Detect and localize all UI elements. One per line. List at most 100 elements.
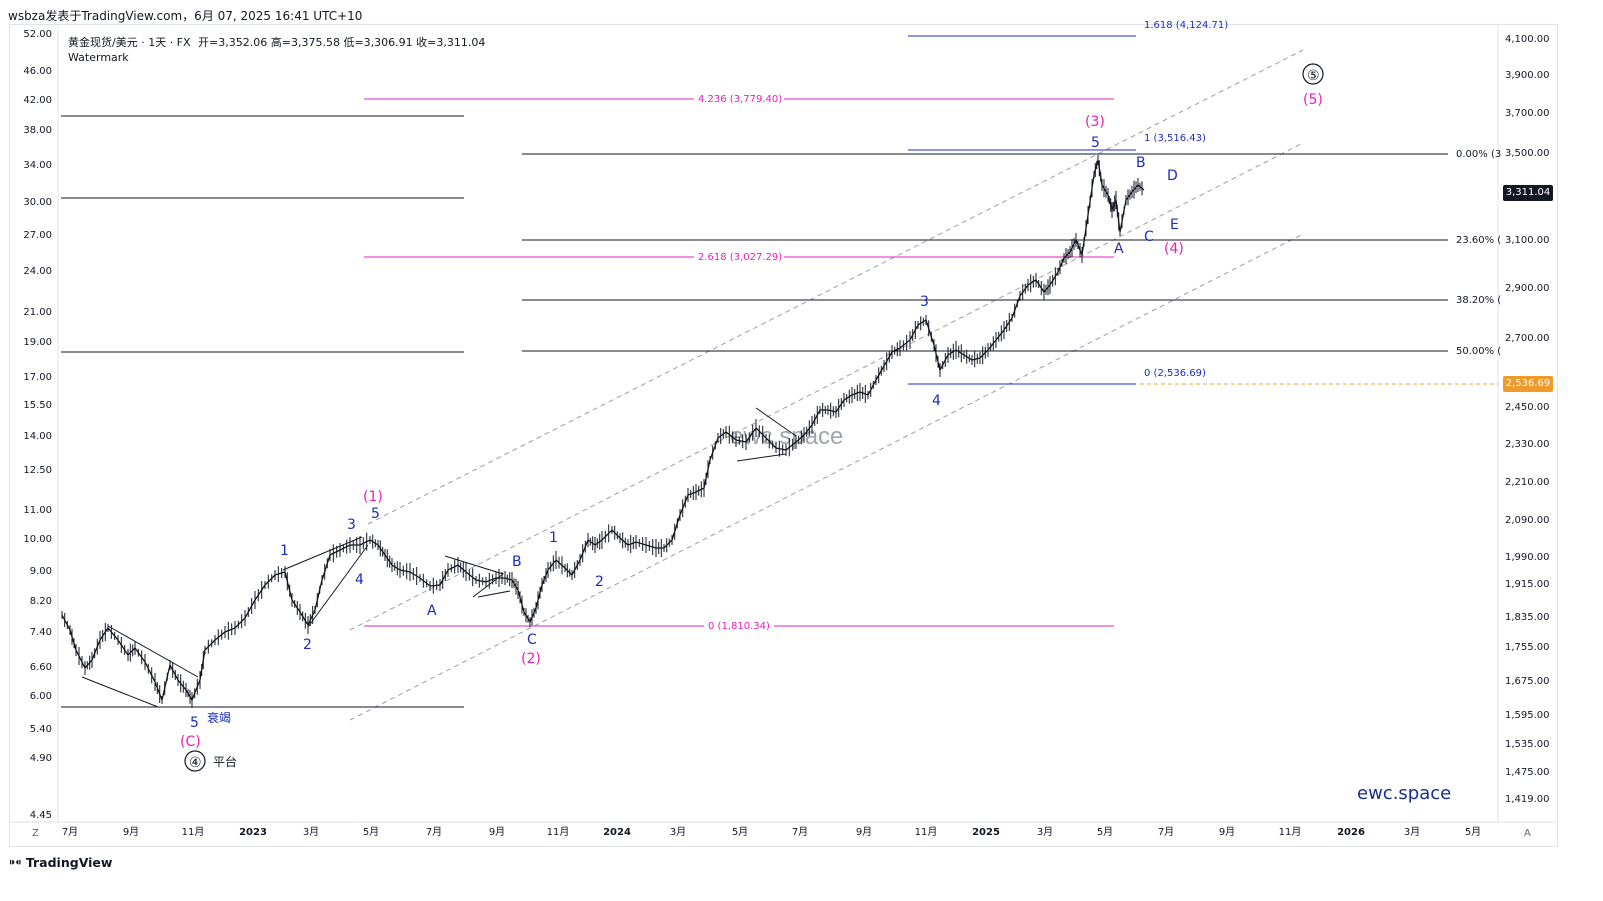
right-axis-tick-label: 2,210.00 — [1505, 477, 1550, 488]
wave-blue-shuaijie: 衰竭 — [207, 710, 231, 725]
time-axis: 7月 9月 11月 2023 3月 5月 7月 9月 11月 2024 3月 5月 7月 9月 11月 202… — [62, 826, 1481, 838]
wave-labels: ④ 平台 ⑤ (C) (1) (2) (3) (4) (5) 5 衰竭 1 2 … — [180, 64, 1323, 771]
wave-blue-5-b: 5 — [371, 506, 380, 522]
time-axis-tick-label: 3月 — [670, 826, 686, 838]
right-axis-tick-label: 2,700.00 — [1505, 333, 1550, 344]
left-axis-tick-label: 6.00 — [30, 691, 52, 702]
wave-blue-E: E — [1170, 217, 1179, 233]
time-axis-tick-label: 7月 — [426, 826, 442, 838]
footer-brand: TradingView — [26, 855, 113, 870]
left-axis-tick-label: 42.00 — [23, 95, 52, 106]
left-axis-tick-label: 27.00 — [23, 230, 52, 241]
right-axis-tick-label: 3,900.00 — [1505, 70, 1550, 81]
left-axis-tick-label: 12.50 — [23, 465, 52, 476]
time-axis-tick-label: 2023 — [239, 827, 267, 838]
time-axis-tick-label: 2024 — [603, 827, 631, 838]
fib-label-236: 23.60% ( — [1456, 235, 1501, 246]
right-axis-tick-label: 1,835.00 — [1505, 612, 1550, 623]
wave-blue-3-a: 3 — [347, 517, 356, 533]
right-axis-tick-label: 1,535.00 — [1505, 739, 1550, 750]
legend-watermark: Watermark — [68, 51, 129, 64]
left-axis-tick-label: 52.00 — [23, 29, 52, 40]
right-axis-tick-label: 1,419.00 — [1505, 794, 1550, 805]
right-price-axis: 4,100.00 3,900.00 3,700.00 3,500.00 3,100.00… — [1505, 34, 1550, 805]
tv-logo-icon: ⁍⁌ — [9, 855, 26, 870]
time-axis-tick-label: 3月 — [1037, 826, 1053, 838]
time-axis-tick-label: 2026 — [1337, 827, 1365, 838]
wave-blue-A-a: A — [427, 603, 437, 619]
fib-label-0-blue: 0 (2,536.69) — [1144, 368, 1206, 379]
wave-blue-4-a: 4 — [355, 572, 364, 588]
right-axis-tick-label: 2,450.00 — [1505, 402, 1550, 413]
trend-channel — [350, 50, 1303, 720]
left-axis-tick-label: 30.00 — [23, 197, 52, 208]
right-axis-tick-label: 2,330.00 — [1505, 439, 1550, 450]
wave-blue-C-a: C — [527, 632, 537, 648]
wave-blue-2-a: 2 — [303, 637, 312, 653]
left-axis-tick-label: 46.00 — [23, 66, 52, 77]
left-axis-tick-label: 38.00 — [23, 125, 52, 136]
brand-text: ewc.space — [1357, 783, 1451, 804]
time-axis-tick-label: 9月 — [856, 826, 872, 838]
wave-circle-4: ④ — [189, 755, 202, 771]
left-axis-tick-label: 8.20 — [30, 596, 52, 607]
wave-circle-5: ⑤ — [1307, 68, 1320, 84]
left-axis-tick-label: 14.00 — [23, 431, 52, 442]
time-axis-tick-label: 5月 — [732, 826, 748, 838]
fib-label-500: 50.00% ( — [1456, 346, 1501, 357]
left-axis-tick-label: 4.45 — [30, 810, 52, 821]
wave-mag-2: (2) — [521, 651, 541, 667]
wave-mag-5: (5) — [1303, 92, 1323, 108]
right-axis-tick-label: 1,475.00 — [1505, 767, 1550, 778]
legend-title: 黄金现货/美元 · 1天 · FX 开=3,352.06 高=3,375.58 … — [68, 34, 485, 50]
legend-ohlc: 开=3,352.06 高=3,375.58 低=3,306.91 收=3,311… — [198, 36, 485, 49]
time-axis-tick-label: 11月 — [915, 826, 938, 838]
fib-label-0-magenta: 0 (1,810.34) — [708, 621, 770, 632]
tradingview-logo[interactable]: ⁍⁌ TradingView — [9, 855, 112, 870]
right-axis-tick-label: 3,500.00 — [1505, 148, 1550, 159]
time-axis-tick-label: 5月 — [1097, 826, 1113, 838]
left-axis-tick-label: 24.00 — [23, 266, 52, 277]
right-axis-tick-label: 2,090.00 — [1505, 515, 1550, 526]
blue-fib-lines — [908, 36, 1136, 384]
left-axis-tick-label: 15.50 — [23, 400, 52, 411]
time-axis-tick-label: 7月 — [62, 826, 78, 838]
time-axis-tick-label: 3月 — [303, 826, 319, 838]
level-price-tag: 2,536.69 — [1503, 376, 1553, 392]
fib-labels: 4.236 (3,779.40) 2.618 (3,027.29) 0 (1,8… — [698, 20, 1501, 632]
wave-blue-B-b: B — [1136, 155, 1146, 171]
left-axis-tick-label: 17.00 — [23, 372, 52, 383]
price-candles — [62, 155, 1142, 708]
fib-label-4236: 4.236 (3,779.40) — [698, 94, 782, 105]
left-axis-tick-label: 9.00 — [30, 566, 52, 577]
wave-mag-C: (C) — [180, 734, 201, 750]
wave-blue-C-b: C — [1144, 229, 1154, 245]
left-axis-tick-label: 11.00 — [23, 505, 52, 516]
auto-scale-left-button[interactable]: Z — [32, 828, 39, 839]
left-axis-tick-label: 34.00 — [23, 160, 52, 171]
wave-blue-4-b: 4 — [932, 393, 941, 409]
wave-blue-B-a: B — [512, 554, 522, 570]
fib-label-000: 0.00% (3 — [1456, 149, 1501, 160]
left-price-axis: 52.00 46.00 42.00 38.00 34.00 30.00 27.00 24.00… — [23, 29, 52, 821]
auto-scale-right-button[interactable]: A — [1524, 828, 1531, 839]
left-axis-tick-label: 5.40 — [30, 724, 52, 735]
wave-blue-2-b: 2 — [595, 574, 604, 590]
time-axis-tick-label: 5月 — [1465, 826, 1481, 838]
wave-mag-3: (3) — [1085, 114, 1105, 130]
time-axis-tick-label: 9月 — [1219, 826, 1235, 838]
time-axis-tick-label: 11月 — [182, 826, 205, 838]
right-axis-tick-label: 1,675.00 — [1505, 676, 1550, 687]
pattern-lines — [82, 408, 796, 707]
time-axis-tick-label: 3月 — [1404, 826, 1420, 838]
black-levels — [61, 116, 1448, 707]
magenta-fib-lines — [364, 99, 1114, 626]
time-axis-tick-label: 11月 — [547, 826, 570, 838]
wave-blue-A-b: A — [1114, 241, 1124, 257]
fib-label-2618: 2.618 (3,027.29) — [698, 252, 782, 263]
right-axis-tick-label: 3,700.00 — [1505, 108, 1550, 119]
left-axis-tick-label: 21.00 — [23, 307, 52, 318]
right-axis-tick-label: 1,595.00 — [1505, 710, 1550, 721]
fib-label-1618: 1.618 (4,124.71) — [1144, 20, 1228, 31]
